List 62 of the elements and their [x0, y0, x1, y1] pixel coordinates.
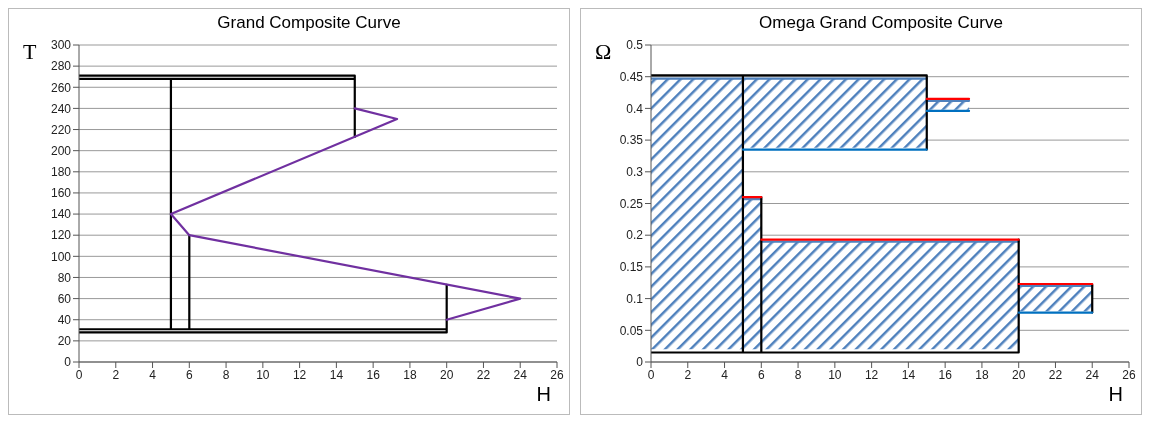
y-tick-label: 0.35	[619, 133, 644, 148]
x-tick-label: 18	[975, 367, 989, 382]
x-tick-label: 6	[757, 367, 765, 382]
y-tick-label: 60	[57, 291, 72, 306]
y-tick-label: 0.25	[619, 196, 644, 211]
y-tick-label: 0.5	[626, 38, 644, 53]
y-tick-label: 260	[50, 80, 72, 95]
x-axis-title: H	[1108, 383, 1123, 406]
x-tick-label: 2	[112, 367, 120, 382]
x-tick-label: 0	[75, 367, 83, 382]
x-tick-label: 26	[1122, 367, 1136, 382]
y-tick-label: 80	[57, 270, 72, 285]
x-tick-label: 8	[794, 367, 802, 382]
y-tick-label: 0	[636, 355, 644, 370]
y-tick-label: 0.2	[626, 228, 644, 243]
y-tick-label: 0.4	[626, 101, 644, 116]
y-tick-label: 0.05	[619, 323, 644, 338]
chart-title: Omega Grand Composite Curve	[758, 13, 1004, 34]
x-tick-label: 24	[513, 367, 528, 382]
x-tick-label: 10	[256, 367, 270, 382]
y-axis-title: Ω	[595, 39, 612, 65]
chart-title: Grand Composite Curve	[216, 13, 402, 34]
y-tick-label: 20	[57, 334, 72, 349]
y-tick-label: 0.3	[626, 165, 644, 180]
y-tick-label: 0	[64, 355, 72, 370]
y-tick-label: 220	[50, 122, 72, 137]
x-tick-label: 12	[864, 367, 879, 382]
y-tick-label: 280	[50, 59, 72, 74]
y-tick-label: 40	[57, 312, 72, 327]
x-tick-label: 14	[329, 367, 344, 382]
x-tick-label: 4	[149, 367, 157, 382]
line-series	[169, 107, 522, 321]
y-tick-label: 140	[50, 207, 72, 222]
y-tick-label: 200	[50, 143, 72, 158]
y-tick-label: 180	[50, 165, 72, 180]
y-tick-label: 300	[50, 38, 72, 53]
x-tick-label: 20	[440, 367, 454, 382]
x-tick-label: 14	[901, 367, 916, 382]
x-axis-title: H	[536, 383, 551, 406]
x-tick-label: 8	[222, 367, 230, 382]
x-tick-label: 22	[1048, 367, 1063, 382]
y-tick-label: 160	[50, 186, 72, 201]
x-tick-label: 20	[1012, 367, 1026, 382]
y-tick-label: 0.15	[619, 260, 644, 275]
y-tick-label: 240	[50, 101, 72, 116]
x-tick-label: 12	[292, 367, 307, 382]
x-tick-label: 0	[647, 367, 655, 382]
y-tick-label: 100	[50, 249, 72, 264]
x-tick-label: 6	[185, 367, 193, 382]
y-axis-title: T	[23, 39, 37, 65]
x-tick-label: 16	[366, 367, 381, 382]
x-tick-label: 18	[403, 367, 417, 382]
x-tick-label: 10	[828, 367, 842, 382]
x-tick-label: 26	[550, 367, 564, 382]
x-tick-label: 24	[1085, 367, 1100, 382]
y-tick-label: 0.1	[626, 291, 644, 306]
y-tick-label: 0.45	[619, 69, 644, 84]
x-tick-label: 4	[721, 367, 729, 382]
y-tick-label: 120	[50, 228, 72, 243]
x-tick-label: 22	[476, 367, 491, 382]
x-tick-label: 2	[684, 367, 692, 382]
x-tick-label: 16	[938, 367, 953, 382]
